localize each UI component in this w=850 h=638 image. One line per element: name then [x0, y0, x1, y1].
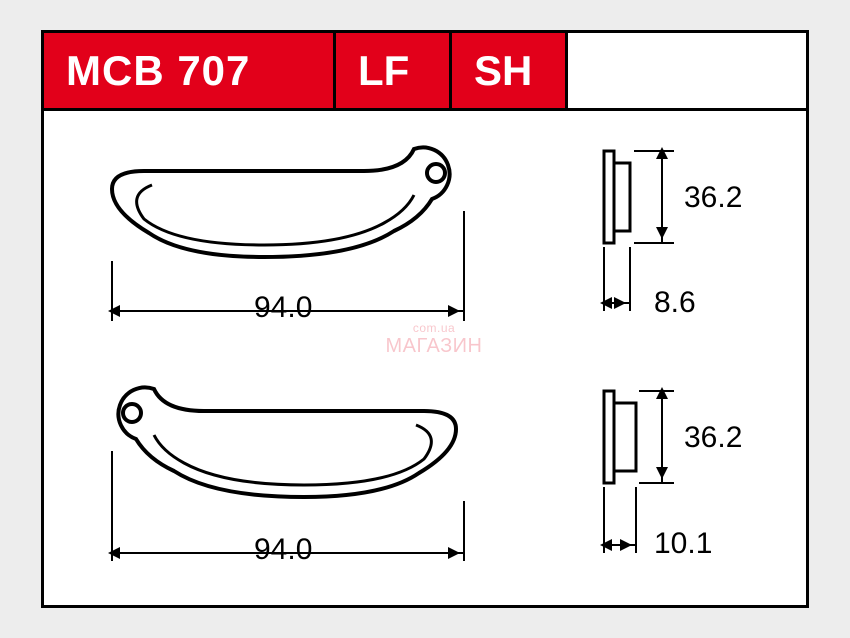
- dim-thick-bot: 10.1: [654, 527, 712, 561]
- code-lf-cell: LF: [336, 33, 452, 108]
- part-number-cell: MCB 707: [44, 33, 336, 108]
- spec-card: MCB 707 LF SH: [41, 30, 809, 608]
- dim-thick-top: 8.6: [654, 286, 696, 320]
- header-row: MCB 707 LF SH: [44, 33, 806, 111]
- dim-width-bot: 94.0: [254, 533, 312, 567]
- dim-height-top: 36.2: [684, 181, 742, 215]
- dim-height-bot: 36.2: [684, 421, 742, 455]
- diagram-body: 94.0 36.2 8.6 94.0 36.2 10.1 com.ua МАГА…: [44, 111, 806, 605]
- header-blank: [568, 33, 806, 108]
- code-sh-cell: SH: [452, 33, 568, 108]
- dim-width-top: 94.0: [254, 291, 312, 325]
